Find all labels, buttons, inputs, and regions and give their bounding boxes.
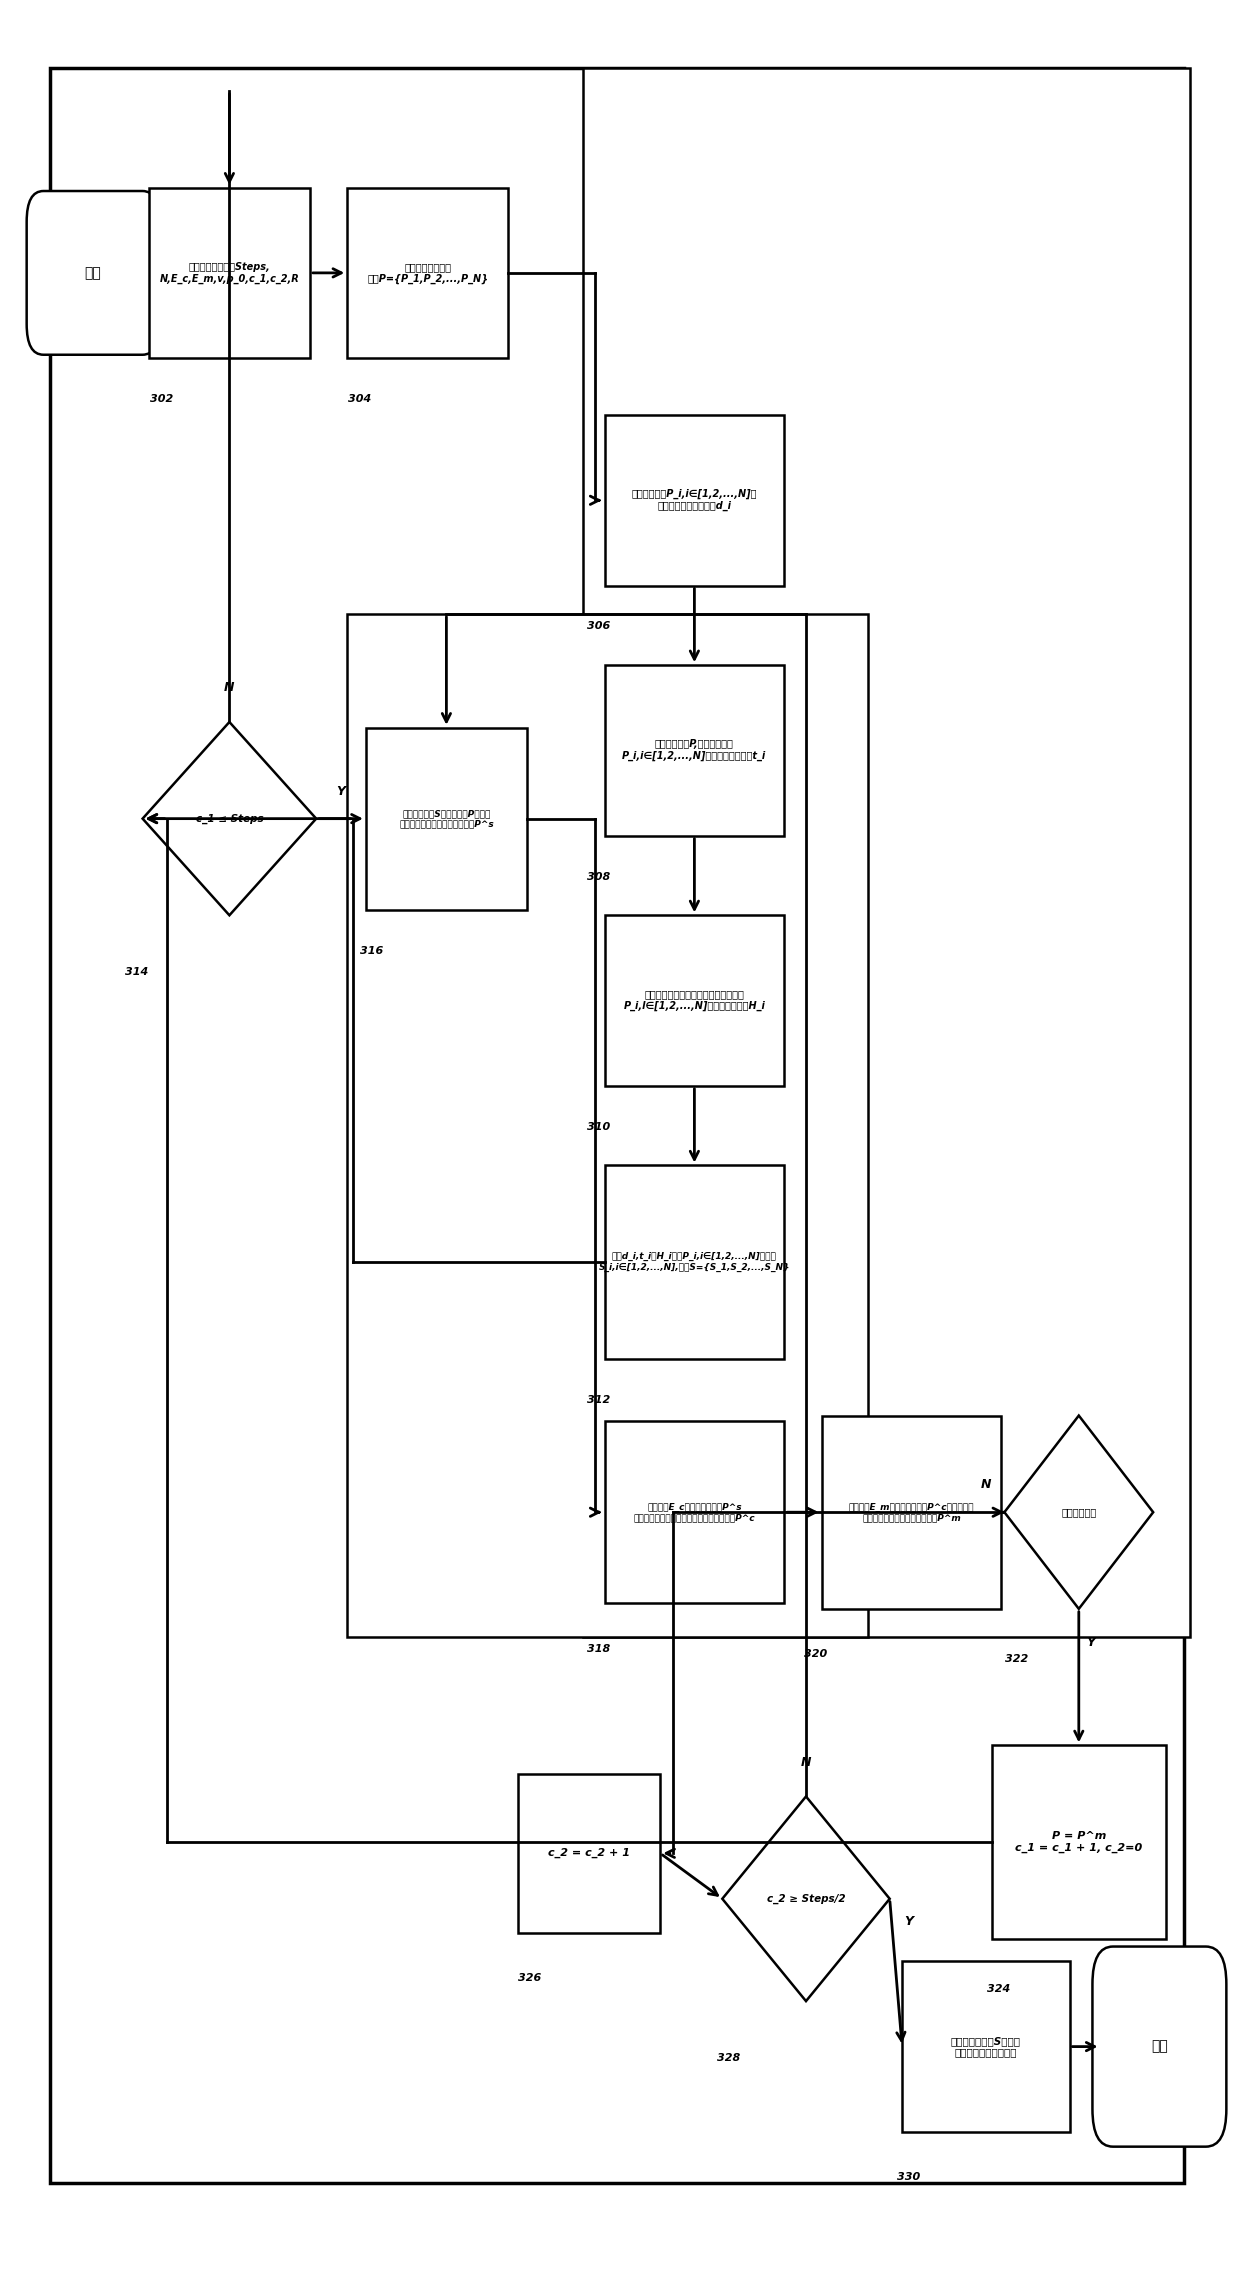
FancyBboxPatch shape xyxy=(605,1421,785,1603)
Text: c_1 ≤ Steps: c_1 ≤ Steps xyxy=(196,814,263,823)
Text: Y: Y xyxy=(904,1915,913,1928)
FancyBboxPatch shape xyxy=(583,68,1190,1637)
Text: 生成服务部署矩阵
集合P={P_1,P_2,...,P_N}: 生成服务部署矩阵 集合P={P_1,P_2,...,P_N} xyxy=(367,262,489,284)
FancyBboxPatch shape xyxy=(605,916,785,1087)
FancyBboxPatch shape xyxy=(50,68,1184,2183)
Text: 结束: 结束 xyxy=(1151,2040,1168,2053)
Text: 312: 312 xyxy=(587,1394,610,1405)
Text: 依据标准矩阵P,计算部署矩阵
P_i,i∈[1,2,...,N]的服务的注参前间t_i: 依据标准矩阵P,计算部署矩阵 P_i,i∈[1,2,...,N]的服务的注参前间… xyxy=(622,739,766,762)
FancyBboxPatch shape xyxy=(347,189,508,359)
Text: 328: 328 xyxy=(717,2053,740,2063)
Text: 306: 306 xyxy=(587,621,610,632)
FancyBboxPatch shape xyxy=(605,1167,785,1360)
Text: Y: Y xyxy=(336,785,346,798)
Text: 从矩阵评分集合S选取最
优评分对应的推荐矩阵: 从矩阵评分集合S选取最 优评分对应的推荐矩阵 xyxy=(951,2035,1021,2058)
FancyBboxPatch shape xyxy=(1092,1947,1226,2147)
Text: 304: 304 xyxy=(348,393,371,405)
FancyBboxPatch shape xyxy=(992,1746,1166,1937)
Text: 开始: 开始 xyxy=(84,266,102,280)
Text: 330: 330 xyxy=(897,2172,920,2183)
Text: c_2 ≥ Steps/2: c_2 ≥ Steps/2 xyxy=(766,1894,846,1903)
FancyBboxPatch shape xyxy=(605,666,785,837)
Text: 参数初始化，包括Steps,
N,E_c,E_m,v,p_0,c_1,c_2,R: 参数初始化，包括Steps, N,E_c,E_m,v,p_0,c_1,c_2,R xyxy=(160,262,299,284)
Text: 按照概率E_c对部署矩阵集合P^s
对服务部署矩阵间接行交叉，生成矩阵集合P^c: 按照概率E_c对部署矩阵集合P^s 对服务部署矩阵间接行交叉，生成矩阵集合P^c xyxy=(634,1503,755,1521)
Text: 320: 320 xyxy=(804,1649,827,1660)
FancyBboxPatch shape xyxy=(149,189,310,359)
Text: 308: 308 xyxy=(587,871,610,882)
Text: 满足约束条件: 满足约束条件 xyxy=(1061,1508,1096,1517)
Text: Y: Y xyxy=(1086,1637,1096,1649)
Text: 310: 310 xyxy=(587,1121,610,1132)
Text: N: N xyxy=(981,1478,991,1492)
Text: 302: 302 xyxy=(150,393,172,405)
Text: 依据加权评分S对部署矩阵P接分值
加权随机选取重构，生成矩阵集P^s: 依据加权评分S对部署矩阵P接分值 加权随机选取重构，生成矩阵集P^s xyxy=(399,810,494,828)
FancyBboxPatch shape xyxy=(347,614,868,1637)
FancyBboxPatch shape xyxy=(517,1774,660,1933)
Text: 318: 318 xyxy=(587,1644,610,1653)
Text: N: N xyxy=(224,682,234,694)
Text: 314: 314 xyxy=(125,966,148,978)
FancyBboxPatch shape xyxy=(366,728,527,910)
FancyBboxPatch shape xyxy=(903,1960,1069,2133)
Polygon shape xyxy=(1004,1414,1153,1610)
Text: 根据系统拥有和服务占用资源比率计算
P_i,l∈[1,2,...,N]的资源占用比率H_i: 根据系统拥有和服务占用资源比率计算 P_i,l∈[1,2,...,N]的资源占用… xyxy=(624,989,765,1012)
Text: 324: 324 xyxy=(987,1983,1009,1994)
FancyBboxPatch shape xyxy=(27,191,159,355)
FancyBboxPatch shape xyxy=(821,1414,1002,1610)
Text: N: N xyxy=(801,1756,811,1769)
Text: 计算部署矩阵P_i,i∈[1,2,...,N]的
用户令服务的通信能耗d_i: 计算部署矩阵P_i,i∈[1,2,...,N]的 用户令服务的通信能耗d_i xyxy=(631,489,758,512)
Polygon shape xyxy=(143,723,316,916)
Text: 利用d_i,t_i和H_i计算P_i,i∈[1,2,...,N]的评分
S_i,i∈[1,2,...,N],构成S={S_1,S_2,...,S_N}: 利用d_i,t_i和H_i计算P_i,i∈[1,2,...,N]的评分 S_i,… xyxy=(599,1253,790,1271)
Text: P = P^m
c_1 = c_1 + 1, c_2=0: P = P^m c_1 = c_1 + 1, c_2=0 xyxy=(1016,1831,1142,1853)
Text: 按照概率E_m对部署矩阵集合P^c中矩阵进行
单一矩阵元位移，生成矩阵集合P^m: 按照概率E_m对部署矩阵集合P^c中矩阵进行 单一矩阵元位移，生成矩阵集合P^m xyxy=(848,1503,975,1521)
Text: 316: 316 xyxy=(361,946,383,955)
Polygon shape xyxy=(722,1796,890,2001)
Text: 322: 322 xyxy=(1006,1653,1028,1665)
Text: c_2 = c_2 + 1: c_2 = c_2 + 1 xyxy=(548,1849,630,1858)
Text: 326: 326 xyxy=(518,1974,542,1983)
FancyBboxPatch shape xyxy=(605,416,785,587)
